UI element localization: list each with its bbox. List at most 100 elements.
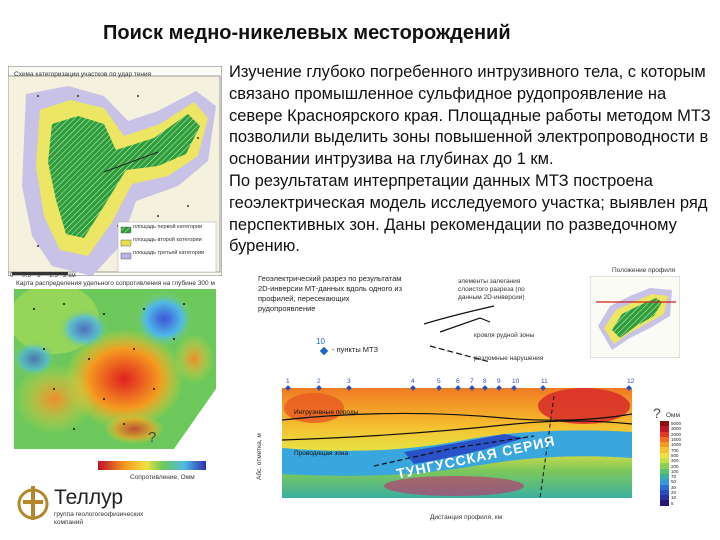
section-scale-value: 700	[671, 447, 679, 453]
station-label: 2	[317, 378, 321, 385]
legend-swatch-cat3	[120, 252, 132, 260]
point-number: 10	[316, 337, 325, 346]
section-scale-row: 5000	[660, 421, 682, 427]
section-yaxis-label: Абс. отметка, м	[256, 433, 263, 480]
tellur-logo-icon	[17, 486, 49, 520]
section-scale-row: 100	[660, 468, 681, 474]
section-scale-value: 70	[671, 474, 677, 480]
section-xaxis-label: Дистанция профиля, км	[430, 514, 503, 521]
station-label: 8	[483, 378, 487, 385]
section-scale-swatch	[660, 442, 669, 448]
section-scale-value: 5000	[671, 421, 682, 427]
resistivity-map-symbol: ?	[148, 429, 157, 446]
scale-label-05: 0.5	[22, 272, 32, 279]
section-scale-row: 2000	[660, 431, 682, 437]
section-scale-swatch	[660, 447, 669, 453]
section-scale-value: 50	[671, 479, 677, 485]
station-label: 7	[470, 378, 474, 385]
station-label: 5	[437, 378, 441, 385]
legend-right-ore-roof: кровля рудной зоны	[474, 332, 535, 339]
section-scale-swatch	[660, 421, 669, 427]
description: Изучение глубоко погребенного интрузивно…	[229, 62, 711, 258]
section-scale-swatch	[660, 500, 669, 506]
section-symbol: ?	[653, 405, 661, 421]
section-caption: Геоэлектрический разрез по результатам 2…	[258, 274, 403, 313]
paragraph-2: По результатам интерпретации данных МТЗ …	[229, 171, 708, 256]
section-scale-row: 200	[660, 463, 681, 469]
scale-label-0: 0	[10, 272, 14, 279]
legend-right-faults: разломные нарушения	[474, 355, 544, 362]
resistivity-map-caption: Карта распределения удельного сопротивле…	[16, 280, 215, 287]
section-scale-swatch	[660, 495, 669, 501]
station-label: 11	[541, 378, 548, 385]
station-label: 4	[411, 378, 415, 385]
paragraph-1: Изучение глубоко погребенного интрузивно…	[229, 63, 711, 169]
scale-label-2: 2 км	[63, 272, 76, 279]
legend-label-cat2: площадь второй категории	[133, 237, 202, 243]
logo-name: Теллур	[54, 486, 124, 509]
section-scale-row: 50	[660, 479, 681, 485]
section-colorbar: 5000 3000 2000 1500 1000 700 500 300 200 100 70 50 3…	[660, 421, 681, 506]
section-scale-row: 20	[660, 489, 681, 496]
slide-title: Поиск медно-никелевых месторождений	[103, 22, 511, 44]
section-scale-value: 5	[671, 500, 674, 506]
legend-label-cat3: площадь третьей категории	[133, 250, 205, 256]
resistivity-map	[14, 289, 216, 449]
station-label: 3	[347, 378, 351, 385]
station-label: 1	[286, 378, 290, 385]
inset-caption: Положение профиля	[612, 267, 676, 274]
geoelectric-section	[254, 378, 656, 514]
section-scale-swatch	[660, 436, 669, 443]
legend-label-cat1: площадь первой категории	[133, 224, 203, 230]
categorization-map-caption: Схема категоризации участков по удар тен…	[14, 71, 152, 78]
section-scale-row: 30	[660, 484, 681, 490]
section-scale-swatch	[660, 468, 669, 474]
section-scale-value: 1500	[671, 437, 682, 443]
resistivity-colorbar	[98, 461, 206, 470]
categorization-map	[8, 66, 222, 276]
section-scale-row: 500	[660, 452, 681, 459]
station-label: 10	[512, 378, 520, 385]
section-scale-swatch	[660, 489, 669, 496]
point-legend: - пункты МТЗ	[332, 345, 379, 354]
section-scale-value: 20	[671, 490, 677, 495]
logo-subtitle: группа геологогеофизических компаний	[54, 511, 144, 526]
station-label: 9	[497, 378, 501, 385]
section-scale-swatch	[660, 484, 669, 490]
section-scale-row: 10	[660, 495, 681, 501]
section-scale-value: 100	[671, 468, 679, 474]
section-scale-value: 500	[671, 452, 679, 458]
legend-swatch-cat2	[120, 239, 132, 247]
inset-map	[590, 276, 680, 358]
scale-label-1: 1	[37, 272, 41, 279]
section-scale-row: 300	[660, 458, 681, 464]
legend-swatch-cat1	[120, 226, 132, 234]
section-scale-value: 2000	[671, 431, 682, 437]
section-scale-row: 1000	[660, 442, 682, 448]
label-intrusion: Интрузивные породы	[294, 409, 359, 416]
section-scale-value: 10	[671, 495, 677, 501]
section-scale-value: 1000	[671, 442, 682, 448]
mt-point-marker-icon	[319, 346, 329, 356]
section-scale-swatch	[660, 458, 669, 464]
section-units: Омм	[666, 412, 680, 419]
resistivity-colorbar-caption: Сопротивление, Омм	[130, 474, 195, 481]
section-scale-value: 300	[671, 458, 679, 464]
section-scale-value: 30	[671, 484, 677, 490]
label-anomaly: Проводящая зона	[294, 450, 349, 457]
station-label: 12	[627, 378, 635, 385]
scale-label-15: 1.5	[49, 272, 59, 279]
section-scale-row: 70	[660, 473, 681, 480]
section-scale-swatch	[660, 426, 669, 432]
section-scale-value: 200	[671, 463, 679, 469]
section-scale-value: 3000	[671, 426, 682, 432]
section-scale-row: 3000	[660, 426, 682, 432]
section-scale-swatch	[660, 431, 669, 437]
section-scale-swatch	[660, 473, 669, 480]
schematic-legend	[423, 305, 495, 363]
section-scale-swatch	[660, 452, 669, 459]
station-label: 6	[456, 378, 460, 385]
section-scale-swatch	[660, 463, 669, 469]
section-scale-row: 1500	[660, 436, 682, 443]
section-scale-swatch	[660, 479, 669, 485]
